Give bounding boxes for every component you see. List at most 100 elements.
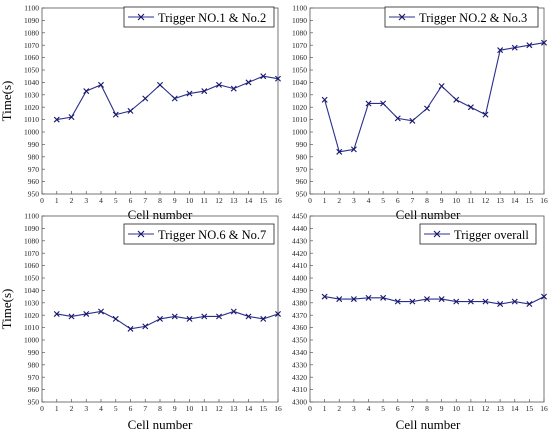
data-point <box>526 301 533 308</box>
data-point <box>394 298 401 305</box>
data-point <box>438 296 445 303</box>
data-point <box>127 325 134 332</box>
y-tick-label: 1020 <box>292 103 307 112</box>
legend: Trigger NO.2 & No.3 <box>384 6 539 28</box>
data-point <box>142 95 149 102</box>
data-point <box>511 44 518 51</box>
data-point <box>245 313 252 320</box>
data-point <box>83 88 90 95</box>
data-point <box>365 294 372 301</box>
x-tick-label: 15 <box>526 404 534 413</box>
x-tick-label: 5 <box>114 404 118 413</box>
data-point <box>321 293 328 300</box>
y-tick-label: 4400 <box>292 274 307 283</box>
x-tick-label: 8 <box>158 196 162 205</box>
data-point <box>365 100 372 107</box>
x-tick-label: 14 <box>245 404 253 413</box>
x-tick-label: 0 <box>308 196 312 205</box>
x-axis-label: Cell number <box>128 417 193 432</box>
data-point <box>112 315 119 322</box>
x-tick-label: 10 <box>186 404 194 413</box>
data-point <box>497 47 504 54</box>
series-line <box>324 42 545 153</box>
data-point <box>482 298 489 305</box>
y-tick-label: 950 <box>28 190 40 199</box>
y-tick-label: 1100 <box>24 212 39 221</box>
y-tick-label: 970 <box>28 373 40 382</box>
y-tick-label: 980 <box>28 360 40 369</box>
x-tick-label: 2 <box>70 196 74 205</box>
data-point <box>68 313 75 320</box>
y-tick-label: 4390 <box>292 286 307 295</box>
data-point <box>275 310 281 317</box>
data-point <box>336 296 343 303</box>
y-tick-label: 1100 <box>292 4 307 13</box>
x-tick-label: 1 <box>323 404 327 413</box>
y-tick-label: 1060 <box>292 53 307 62</box>
x-tick-label: 16 <box>274 196 282 205</box>
x-tick-label: 0 <box>40 196 44 205</box>
data-point <box>541 39 547 46</box>
x-tick-label: 5 <box>381 404 385 413</box>
data-point <box>541 293 547 300</box>
x-tick-label: 1 <box>55 404 59 413</box>
chart-panel-2: 9509609709809901000101010201030104010501… <box>292 4 548 222</box>
data-point <box>511 298 518 305</box>
data-point <box>201 313 208 320</box>
x-tick-label: 1 <box>323 196 327 205</box>
legend-box <box>123 6 275 28</box>
chart-panel-4: 4300431043204330434043504360437043804390… <box>292 212 548 432</box>
x-tick-label: 6 <box>396 404 400 413</box>
y-tick-label: 1040 <box>24 286 39 295</box>
y-tick-label: 1070 <box>24 249 39 258</box>
data-point <box>453 298 460 305</box>
data-point <box>186 315 193 322</box>
y-tick-label: 970 <box>28 165 40 174</box>
data-point <box>157 81 163 88</box>
y-tick-label: 1000 <box>292 128 307 137</box>
x-tick-label: 16 <box>274 404 282 413</box>
y-tick-label: 1020 <box>24 311 39 320</box>
y-tick-label: 1040 <box>24 78 39 87</box>
data-point <box>98 81 104 88</box>
y-tick-label: 1000 <box>24 336 39 345</box>
data-point <box>438 83 445 90</box>
x-tick-label: 10 <box>186 196 194 205</box>
y-tick-label: 1100 <box>24 4 39 13</box>
y-tick-label: 990 <box>28 348 40 357</box>
x-axis-ticks: 0 1 2 3 4 5 6 7 8 9 10 11 12 13 14 15 16 <box>308 191 548 205</box>
y-tick-label: 990 <box>28 140 40 149</box>
x-tick-label: 16 <box>540 196 548 205</box>
y-tick-label: 1090 <box>292 16 307 25</box>
y-tick-label: 1030 <box>24 298 39 307</box>
y-tick-label: 1050 <box>292 66 307 75</box>
x-tick-label: 9 <box>440 404 444 413</box>
x-tick-label: 13 <box>496 404 504 413</box>
x-tick-label: 9 <box>173 196 177 205</box>
x-tick-label: 14 <box>511 404 519 413</box>
y-tick-label: 4370 <box>292 311 307 320</box>
data-point <box>112 111 119 118</box>
x-axis-label: Cell number <box>396 207 461 222</box>
data-point <box>467 104 474 111</box>
plot-frame <box>309 7 545 195</box>
y-tick-label: 950 <box>28 398 40 407</box>
x-tick-label: 9 <box>173 404 177 413</box>
chart-panel-1: 9509609709809901000101010201030104010501… <box>0 4 282 222</box>
data-series <box>321 293 547 308</box>
y-tick-label: 4360 <box>292 323 307 332</box>
legend-marker <box>137 230 145 238</box>
x-axis-label: Cell number <box>396 417 461 432</box>
y-tick-label: 1080 <box>24 28 39 37</box>
y-tick-label: 980 <box>296 152 308 161</box>
y-tick-label: 1030 <box>24 90 39 99</box>
x-axis-ticks: 0 1 2 3 4 5 6 7 8 9 10 11 12 13 14 15 16 <box>308 399 548 413</box>
x-tick-label: 6 <box>129 196 133 205</box>
y-tick-label: 1070 <box>24 41 39 50</box>
data-point <box>350 146 357 153</box>
plot-frame <box>41 7 279 195</box>
x-tick-label: 7 <box>411 196 415 205</box>
x-tick-label: 2 <box>337 404 341 413</box>
y-tick-label: 1010 <box>24 323 39 332</box>
